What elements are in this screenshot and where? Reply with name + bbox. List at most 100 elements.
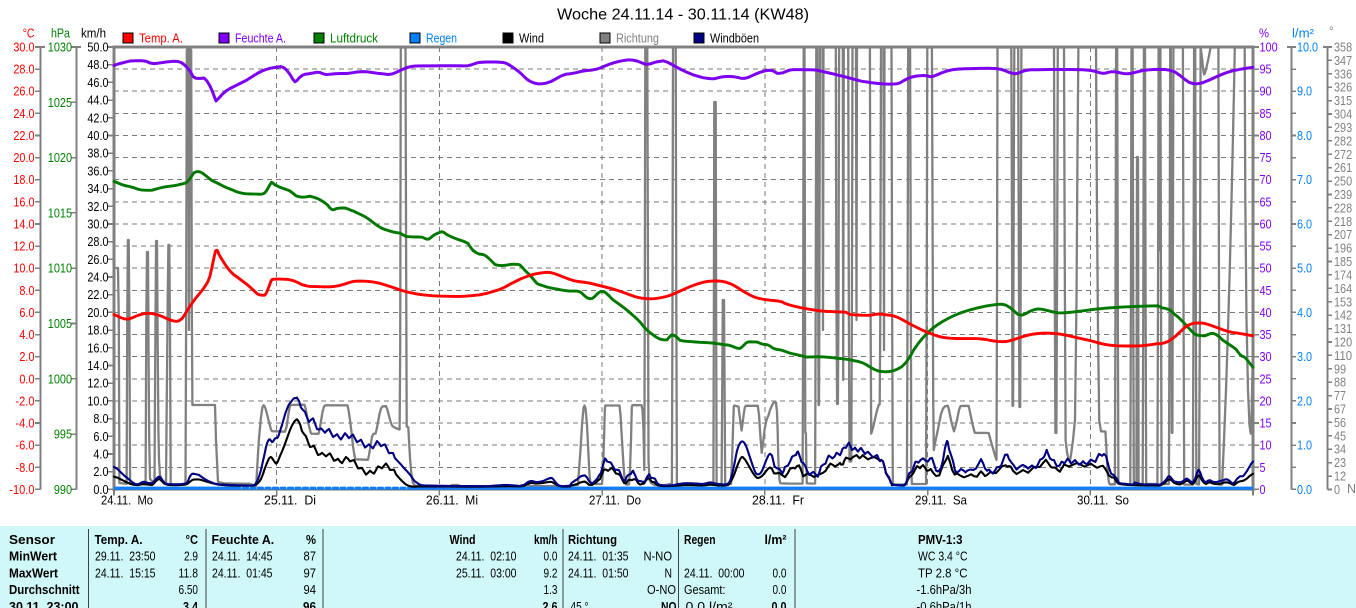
svg-text:326: 326 xyxy=(1334,81,1352,95)
svg-text:24.11. 00:00: 24.11. 00:00 xyxy=(684,566,745,580)
svg-text:228: 228 xyxy=(1334,201,1352,215)
svg-text:272: 272 xyxy=(1334,148,1352,162)
svg-text:29.11. 23:50: 29.11. 23:50 xyxy=(95,550,156,564)
svg-text:990: 990 xyxy=(54,483,72,497)
svg-text:67: 67 xyxy=(1334,403,1346,417)
svg-text:9.0: 9.0 xyxy=(1297,85,1312,99)
svg-text:0: 0 xyxy=(1334,483,1340,497)
svg-text:65: 65 xyxy=(1260,195,1272,209)
svg-text:Feuchte A.: Feuchte A. xyxy=(212,533,275,547)
svg-text:12.0: 12.0 xyxy=(87,377,108,391)
svg-text:Durchschnitt: Durchschnitt xyxy=(9,583,80,597)
svg-text:110: 110 xyxy=(1334,349,1352,363)
svg-text:239: 239 xyxy=(1334,188,1352,202)
svg-text:4.0: 4.0 xyxy=(93,448,108,462)
svg-text:336: 336 xyxy=(1334,67,1352,81)
svg-text:24.0: 24.0 xyxy=(13,107,34,121)
svg-text:25.11. 03:00: 25.11. 03:00 xyxy=(456,566,517,580)
svg-text:16.0: 16.0 xyxy=(87,341,108,355)
svg-text:26.0: 26.0 xyxy=(87,253,108,267)
svg-text:4.0: 4.0 xyxy=(19,328,34,342)
svg-text:35: 35 xyxy=(1260,328,1272,342)
svg-text:WC 3.4 °C: WC 3.4 °C xyxy=(918,550,968,564)
svg-text:24.11. 01:45: 24.11. 01:45 xyxy=(212,566,273,580)
svg-text:42.0: 42.0 xyxy=(87,111,108,125)
svg-text:25: 25 xyxy=(1260,372,1272,386)
svg-text:164: 164 xyxy=(1334,282,1352,296)
svg-text:1.0: 1.0 xyxy=(1297,439,1312,453)
svg-text:131: 131 xyxy=(1334,322,1352,336)
svg-text:%: % xyxy=(1259,27,1269,41)
svg-text:304: 304 xyxy=(1334,108,1352,122)
svg-text:6.0: 6.0 xyxy=(93,430,108,444)
svg-text:30.11. So: 30.11. So xyxy=(1077,494,1129,508)
svg-text:0.0: 0.0 xyxy=(1297,483,1312,497)
svg-text:0.0: 0.0 xyxy=(772,600,787,608)
svg-text:hPa: hPa xyxy=(51,27,70,41)
svg-text:11.8: 11.8 xyxy=(179,566,199,580)
svg-text:Luftdruck: Luftdruck xyxy=(330,32,379,46)
svg-text:l/m²: l/m² xyxy=(765,533,787,547)
svg-text:TP 2.8 °C: TP 2.8 °C xyxy=(918,566,968,580)
svg-text:30.0: 30.0 xyxy=(13,41,34,55)
svg-text:44.0: 44.0 xyxy=(87,94,108,108)
svg-text:10: 10 xyxy=(1260,439,1272,453)
svg-text:24.11. 01:35: 24.11. 01:35 xyxy=(568,550,629,564)
svg-text:18.0: 18.0 xyxy=(13,173,34,187)
svg-text:6.0: 6.0 xyxy=(1297,218,1312,232)
svg-text:22.0: 22.0 xyxy=(87,288,108,302)
svg-text:70: 70 xyxy=(1260,173,1272,187)
svg-text:0.0: 0.0 xyxy=(773,566,787,580)
svg-text:30.0: 30.0 xyxy=(87,218,108,232)
svg-text:34.0: 34.0 xyxy=(87,182,108,196)
svg-text:24.11. 14:45: 24.11. 14:45 xyxy=(212,550,273,564)
svg-text:94: 94 xyxy=(304,583,317,597)
svg-text:20.0: 20.0 xyxy=(13,151,34,165)
svg-text:24.0: 24.0 xyxy=(87,271,108,285)
svg-text:185: 185 xyxy=(1334,255,1352,269)
svg-text:0.0: 0.0 xyxy=(773,583,787,597)
svg-text:MaxWert: MaxWert xyxy=(9,566,59,580)
svg-text:°C: °C xyxy=(186,533,199,547)
svg-text:75: 75 xyxy=(1260,151,1272,165)
svg-text:56: 56 xyxy=(1334,416,1346,430)
svg-text:0: 0 xyxy=(1260,483,1266,497)
svg-text:153: 153 xyxy=(1334,295,1352,309)
svg-text:%: % xyxy=(306,533,316,547)
svg-text:196: 196 xyxy=(1334,242,1352,256)
svg-text:40.0: 40.0 xyxy=(87,129,108,143)
svg-text:45: 45 xyxy=(1334,429,1346,443)
svg-text:38.0: 38.0 xyxy=(87,147,108,161)
svg-text:1025: 1025 xyxy=(48,96,72,110)
svg-text:16.0: 16.0 xyxy=(13,195,34,209)
svg-text:Temp. A.: Temp. A. xyxy=(95,533,143,547)
svg-text:8.0: 8.0 xyxy=(19,284,34,298)
svg-text:5: 5 xyxy=(1260,461,1266,475)
svg-text:24.11. 02:10: 24.11. 02:10 xyxy=(456,550,517,564)
svg-text:6.0: 6.0 xyxy=(19,306,34,320)
svg-text:5.0: 5.0 xyxy=(1297,262,1312,276)
svg-text:88: 88 xyxy=(1334,376,1346,390)
svg-text:45: 45 xyxy=(1260,284,1272,298)
svg-text:O-NO: O-NO xyxy=(647,583,676,597)
svg-text:95: 95 xyxy=(1260,63,1272,77)
svg-text:45 °: 45 ° xyxy=(571,600,589,608)
svg-text:28.0: 28.0 xyxy=(13,63,34,77)
svg-text:80: 80 xyxy=(1260,129,1272,143)
svg-text:174: 174 xyxy=(1334,268,1352,282)
svg-text:1020: 1020 xyxy=(48,151,72,165)
svg-text:km/h: km/h xyxy=(534,533,558,547)
svg-text:2.0: 2.0 xyxy=(19,350,34,364)
svg-text:347: 347 xyxy=(1334,54,1352,68)
svg-text:N: N xyxy=(1347,482,1356,496)
svg-text:142: 142 xyxy=(1334,309,1352,323)
svg-text:1000: 1000 xyxy=(48,372,72,386)
svg-text:14.0: 14.0 xyxy=(13,218,34,232)
svg-text:9.2: 9.2 xyxy=(544,566,558,580)
svg-text:2.0: 2.0 xyxy=(93,465,108,479)
svg-text:120: 120 xyxy=(1334,336,1352,350)
svg-text:26.11. Mi: 26.11. Mi xyxy=(426,494,478,508)
svg-text:23: 23 xyxy=(1334,456,1346,470)
svg-text:55: 55 xyxy=(1260,240,1272,254)
svg-text:l/m²: l/m² xyxy=(1292,27,1314,41)
